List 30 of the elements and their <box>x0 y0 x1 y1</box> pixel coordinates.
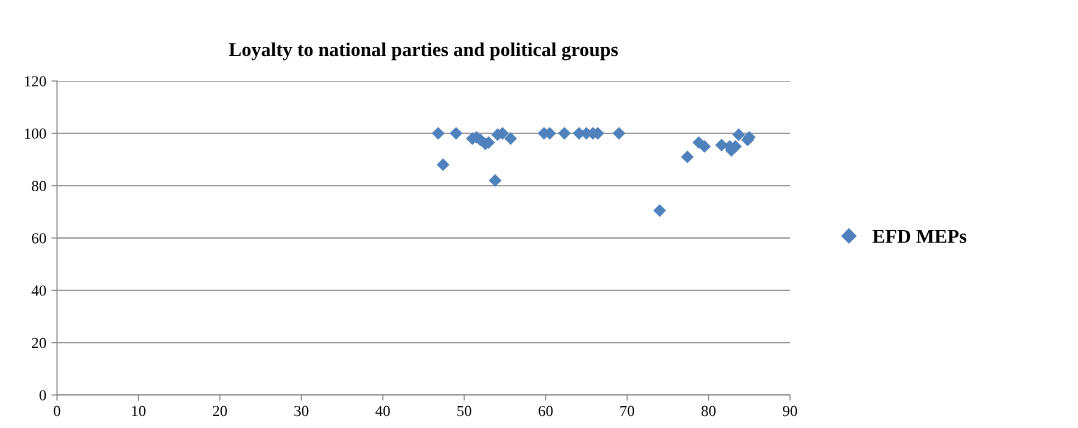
point <box>431 126 445 140</box>
x-tick-label: 0 <box>53 405 61 417</box>
chart-title: Loyalty to national parties and political groups <box>229 42 618 61</box>
point <box>681 150 694 164</box>
legend-label: EFD MEPs <box>872 230 967 243</box>
point <box>653 204 667 217</box>
x-tick-label: 30 <box>294 405 309 417</box>
point <box>504 132 518 145</box>
x-tick-label: 70 <box>620 405 635 417</box>
point <box>732 128 746 142</box>
y-tick-label: 80 <box>31 180 46 192</box>
point <box>488 174 502 187</box>
y-tick-label: 60 <box>31 233 46 244</box>
point <box>612 126 626 140</box>
x-tick-label: 60 <box>538 405 553 417</box>
x-tick-label: 80 <box>701 405 716 417</box>
x-tick-label: 90 <box>782 405 798 417</box>
y-tick-label: 20 <box>31 337 46 349</box>
x-tick-label: 40 <box>375 405 390 417</box>
y-tick-label: 40 <box>31 285 46 296</box>
x-tick-label: 50 <box>457 405 472 417</box>
point <box>558 126 571 140</box>
x-tick-label: 20 <box>212 405 227 417</box>
point <box>698 140 711 153</box>
y-tick-label: 120 <box>25 76 46 87</box>
point <box>436 158 450 172</box>
point <box>449 126 463 140</box>
x-tick-label: 10 <box>132 405 146 417</box>
y-tick-label: 100 <box>25 128 46 139</box>
y-tick-label: 0 <box>39 390 46 401</box>
